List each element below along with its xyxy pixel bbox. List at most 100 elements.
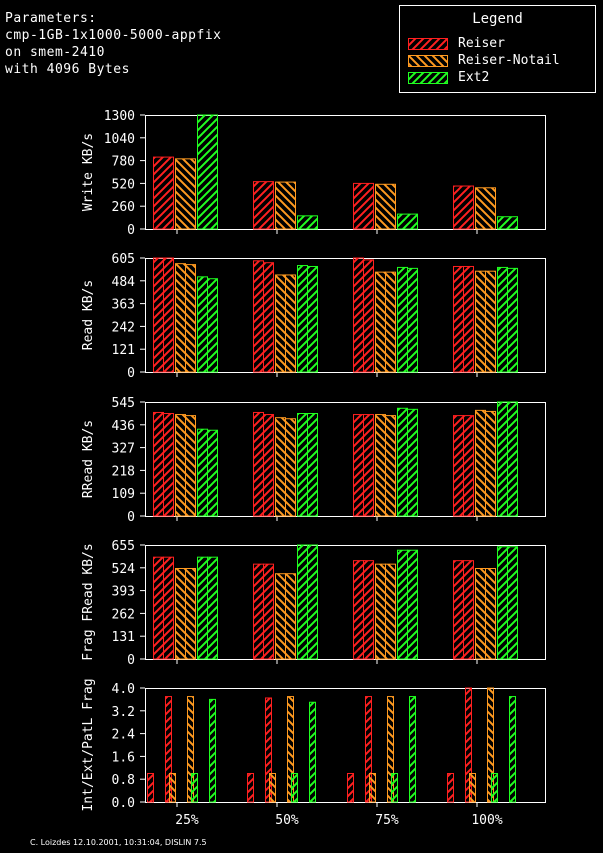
bar-reiser-notail [375, 414, 386, 517]
bar-reiser [153, 556, 164, 660]
bar-reiser-notail [185, 264, 196, 373]
y-tick-label: 218 [112, 464, 135, 479]
y-tick-label: 524 [112, 562, 136, 577]
bar-reiser-notail [475, 567, 486, 660]
y-tick-label: 780 [112, 155, 135, 170]
bar-series-group [147, 687, 516, 803]
y-tick-label: 0 [127, 510, 135, 525]
y-tick-label: 327 [112, 442, 135, 457]
x-category-label: 75% [375, 813, 399, 828]
bar-reiser [165, 696, 172, 803]
bar-ext2 [191, 773, 198, 803]
y-tick-label: 262 [112, 607, 135, 622]
bar-reiser-notail [169, 773, 176, 803]
bar-reiser [463, 265, 474, 373]
bar-reiser [363, 414, 374, 517]
bar-reiser-notail [385, 563, 396, 660]
bar-reiser [153, 411, 164, 517]
bar-reiser [263, 262, 274, 373]
bar-ext2 [407, 408, 418, 517]
chart-panel-2: 0 109 218 327 436 545 RRead KB/s [81, 396, 546, 525]
bar-reiser [247, 773, 254, 803]
bar-reiser [263, 563, 274, 660]
bar-ext2 [391, 773, 398, 803]
y-tick-label: 0.8 [112, 773, 135, 788]
bar-reiser [465, 687, 472, 803]
bar-reiser [253, 260, 264, 373]
legend-label: Ext2 [458, 70, 490, 85]
y-tick-label: 1300 [104, 109, 135, 124]
bar-reiser [463, 560, 474, 660]
bar-reiser [447, 773, 454, 803]
bar-ext2 [297, 413, 308, 517]
bar-ext2 [297, 544, 308, 660]
parameters-block: Parameters: cmp-1GB-1x1000-5000-appfix o… [5, 10, 222, 78]
bar-ext2 [497, 401, 508, 517]
bar-reiser [253, 411, 264, 517]
bar-ext2 [197, 276, 208, 373]
bar-reiser-notail [375, 563, 386, 660]
bar-reiser [363, 560, 374, 660]
bar-series-group [153, 401, 518, 517]
bar-series-group [153, 544, 518, 660]
bar-reiser [253, 563, 264, 660]
bar-reiser [463, 415, 474, 517]
bar-reiser-notail [175, 158, 196, 230]
y-axis-label: Read KB/s [81, 280, 96, 350]
bar-reiser-notail [175, 263, 186, 373]
parameters-line: cmp-1GB-1x1000-5000-appfix [5, 28, 222, 43]
bar-ext2 [307, 413, 318, 517]
bar-ext2 [297, 215, 318, 230]
bar-reiser [353, 257, 364, 373]
bar-reiser-notail [187, 696, 194, 803]
y-tick-label: 1040 [104, 132, 135, 147]
y-tick-label: 3.2 [112, 705, 135, 720]
chart-panel-3: 0 131 262 393 524 655 Frag FRead KB/s [81, 539, 546, 668]
bar-reiser [263, 414, 274, 517]
plot-frame [145, 115, 546, 230]
bar-reiser [163, 257, 174, 373]
bar-reiser-notail [387, 696, 394, 803]
bar-reiser [365, 696, 372, 803]
parameters-line: with 4096 Bytes [5, 62, 130, 77]
bar-reiser-notail [385, 415, 396, 517]
bar-ext2 [209, 698, 216, 803]
bar-series-group [153, 257, 518, 373]
parameters-heading: Parameters: [5, 11, 97, 26]
bar-ext2 [491, 773, 498, 803]
legend-label: Reiser-Notail [458, 53, 560, 68]
legend-swatch-ext2 [408, 72, 448, 84]
y-tick-label: 363 [112, 298, 135, 313]
bar-reiser-notail [385, 271, 396, 373]
bar-ext2 [497, 216, 518, 230]
bar-ext2 [197, 556, 208, 660]
bar-reiser [453, 560, 464, 660]
bar-ext2 [297, 265, 308, 373]
parameters-line: on smem-2410 [5, 45, 105, 60]
bar-reiser-notail [475, 187, 496, 230]
y-tick-label: 242 [112, 320, 135, 335]
bar-ext2 [507, 546, 518, 660]
bar-reiser [453, 415, 464, 517]
bar-reiser [453, 265, 464, 373]
plot-frame [145, 688, 546, 803]
bar-reiser-notail [285, 274, 296, 373]
bar-reiser [453, 185, 474, 230]
bar-ext2 [197, 114, 218, 230]
y-tick-label: 545 [112, 396, 135, 411]
bar-reiser-notail [369, 773, 376, 803]
y-tick-label: 393 [112, 585, 135, 600]
bar-reiser [153, 156, 174, 230]
x-category-label: 100% [471, 813, 502, 828]
y-axis-label: Write KB/s [81, 133, 96, 211]
bar-ext2 [509, 696, 516, 803]
y-tick-label: 0 [127, 223, 135, 238]
bar-reiser-notail [475, 270, 486, 373]
bar-reiser [363, 259, 374, 373]
bar-reiser-notail [185, 567, 196, 660]
bar-reiser-notail [275, 181, 296, 230]
bar-ext2 [307, 544, 318, 660]
bar-reiser [353, 560, 364, 660]
bar-ext2 [207, 429, 218, 517]
